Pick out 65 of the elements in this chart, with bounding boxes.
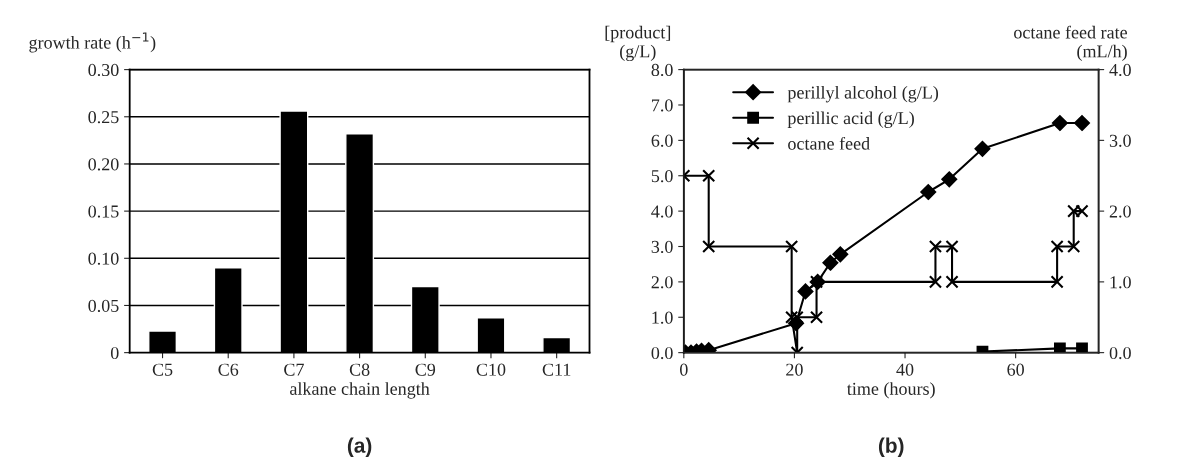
point xyxy=(974,140,991,157)
x-tick-label: C6 xyxy=(218,363,239,376)
point xyxy=(1053,342,1066,353)
point xyxy=(928,275,943,289)
y2-tick-label: 4.0 xyxy=(1109,63,1131,77)
y-tick-label: 2.0 xyxy=(651,276,673,289)
x-axis-title: time (hours) xyxy=(847,382,935,399)
point xyxy=(785,310,799,324)
x-axis-title: alkane chain length xyxy=(290,382,430,399)
y-tick-label: 0 xyxy=(110,346,119,360)
point xyxy=(1067,239,1081,254)
x-tick-label: C7 xyxy=(284,363,304,376)
point xyxy=(797,283,814,300)
text: (b) xyxy=(878,437,904,457)
point xyxy=(809,310,824,324)
y-tick-label: 7.0 xyxy=(652,99,673,112)
y-tick-label: 3.0 xyxy=(651,240,673,254)
text: (a) xyxy=(347,437,372,457)
legend-label: perillyl alcohol (g/L) xyxy=(787,85,939,103)
y-tick-label: 1.0 xyxy=(652,311,673,324)
point xyxy=(790,310,804,324)
x-tick-label: 60 xyxy=(1007,363,1024,376)
point xyxy=(941,171,958,188)
y2-axis-title: octane feed rate (mL/h) xyxy=(1014,25,1127,62)
y-axis-title: [product] (g/L) xyxy=(605,25,671,62)
y-tick-label: 8.0 xyxy=(651,63,673,77)
x-tick-label: 40 xyxy=(896,363,914,376)
point xyxy=(1074,115,1090,131)
point xyxy=(702,169,716,183)
y-tick-label: 0.15 xyxy=(88,205,119,218)
x-tick-label: 20 xyxy=(786,363,803,376)
y-tick-label: 0.05 xyxy=(88,299,119,312)
y-tick-label: 0.20 xyxy=(88,158,119,171)
y2-tick-label: 3.0 xyxy=(1109,134,1131,147)
x-tick-label: C5 xyxy=(152,363,173,376)
point xyxy=(945,239,959,254)
point xyxy=(702,239,716,254)
y2-tick-label: 2.0 xyxy=(1109,205,1131,218)
point xyxy=(1050,239,1064,254)
point xyxy=(920,184,937,200)
legend-label: perillic acid (g/L) xyxy=(787,111,914,128)
legend-label: octane feed xyxy=(788,136,870,150)
point xyxy=(1051,115,1068,131)
point xyxy=(822,254,839,271)
x-tick-label: C8 xyxy=(349,363,370,376)
x-tick-label: C11 xyxy=(542,363,571,376)
x-tick-label: C9 xyxy=(415,363,436,376)
y-tick-label: 4.0 xyxy=(651,205,673,218)
point xyxy=(945,275,959,289)
y-tick-label: 5.0 xyxy=(651,170,673,183)
point xyxy=(832,246,849,263)
point xyxy=(928,239,943,254)
y-tick-label: 6.0 xyxy=(651,134,673,147)
y2-tick-label: 0.0 xyxy=(1109,346,1131,360)
y-tick-label: 0.30 xyxy=(88,63,119,77)
y2-tick-label: 1.0 xyxy=(1110,276,1131,289)
point xyxy=(1050,275,1064,289)
y-tick-label: 0.10 xyxy=(88,252,119,265)
point xyxy=(1076,342,1088,353)
y-tick-label: 0.25 xyxy=(88,111,119,124)
x-tick-label: 0 xyxy=(679,363,688,376)
y-axis-title: growth rate (h$^{−1}$) xyxy=(29,32,156,53)
point xyxy=(785,239,799,254)
x-tick-label: C10 xyxy=(476,363,506,376)
y-tick-label: 0.0 xyxy=(651,346,673,360)
